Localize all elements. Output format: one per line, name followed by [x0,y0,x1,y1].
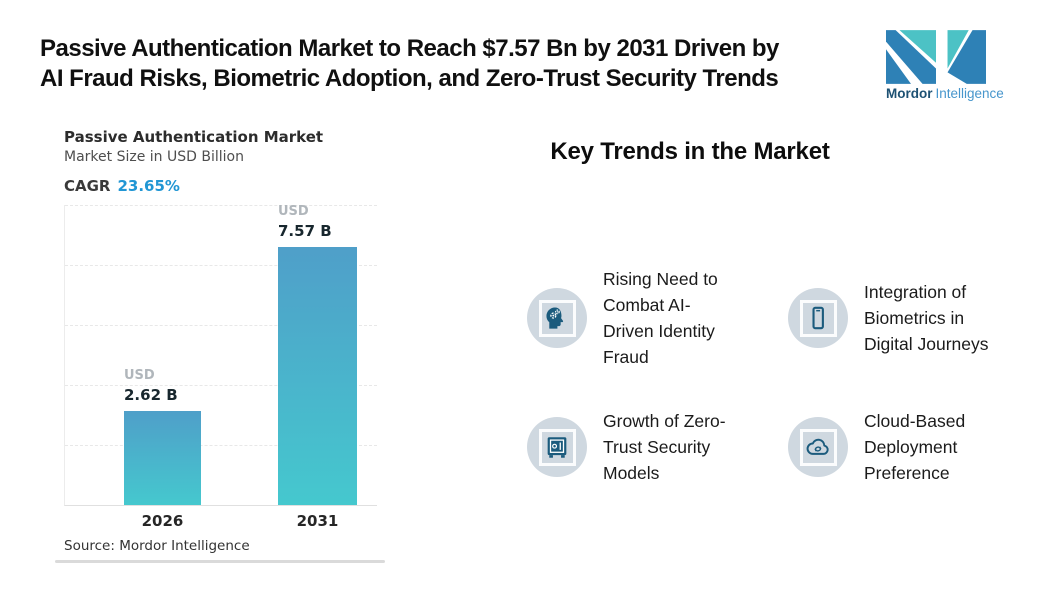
chart-subtitle: Market Size in USD Billion [64,149,244,165]
chart-title: Passive Authentication Market [64,128,324,146]
gridline [65,265,377,266]
bar-chart-plot: USD 2.62 B USD 7.57 B 2026 2031 [64,204,377,530]
market-chart-card: Passive Authentication Market Market Siz… [55,120,385,575]
gridline [65,385,377,386]
trend-item-zero-trust: Growth of Zero- Trust Security Models [527,408,726,486]
gridline [65,325,377,326]
bar-2031-rect [278,246,357,505]
mordor-logo-mark-icon [886,30,986,84]
logo-wordmark: Mordor Intelligence [886,86,1004,101]
trend-item-ai-fraud: Rising Need to Combat AI- Driven Identit… [527,266,718,370]
logo-text-mordor: Mordor [886,86,933,101]
bottom-divider [55,560,385,563]
key-trends-heading: Key Trends in the Market [550,138,830,165]
value-label: 7.57 B [278,221,332,240]
bar-2026-rect [124,410,201,505]
x-axis-label-2026: 2026 [141,512,184,530]
page-title: Passive Authentication Market to Reach $… [40,35,779,92]
bar-value-label-2031: USD 7.57 B [278,204,332,240]
currency-label: USD [124,367,155,383]
currency-label: USD [278,204,309,219]
gridline [65,445,377,446]
bar-column-2031: USD 7.57 B [278,204,357,505]
bar-value-label-2026: USD 2.62 B [124,367,178,404]
trend-label: Integration of Biometrics in Digital Jou… [864,282,989,354]
cagr-label: CAGR [64,177,111,195]
trend-item-cloud: Cloud-Based Deployment Preference [788,408,965,486]
gridline [65,205,377,206]
chart-source: Source: Mordor Intelligence [64,538,250,554]
cloud-sync-icon [788,417,848,477]
mordor-intelligence-logo: Mordor Intelligence [886,30,1004,101]
trend-label: Cloud-Based Deployment Preference [864,411,966,483]
ai-head-icon [527,288,587,348]
trend-label: Rising Need to Combat AI- Driven Identit… [603,269,718,367]
safe-vault-icon [527,417,587,477]
smartphone-icon [788,288,848,348]
x-axis-label-2031: 2031 [296,512,339,530]
value-label: 2.62 B [124,385,178,404]
trend-label: Growth of Zero- Trust Security Models [603,411,726,483]
bar-column-2026: USD 2.62 B [124,205,201,505]
trend-item-biometrics: Integration of Biometrics in Digital Jou… [788,279,989,357]
logo-text-intelligence: Intelligence [935,86,1004,101]
cagr-value: 23.65% [117,177,180,195]
cagr-line: CAGR 23.65% [64,177,180,195]
